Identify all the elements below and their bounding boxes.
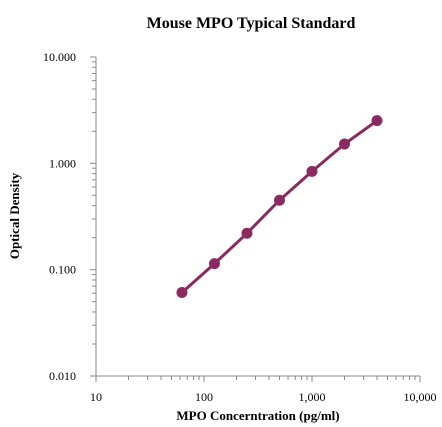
y-tick-label: 1.000: [49, 156, 76, 170]
data-point: [339, 138, 351, 150]
data-point: [176, 286, 188, 298]
series: [176, 115, 383, 298]
data-point: [273, 194, 285, 206]
y-axis-label: Optical Density: [7, 172, 22, 259]
y-tick-label: 0.100: [49, 263, 76, 277]
x-tick-label: 10,000: [404, 390, 437, 404]
x-tick-label: 1,000: [299, 390, 326, 404]
x-axis-label: MPO Concerntration (pg/ml): [176, 408, 339, 423]
x-tick-label: 100: [195, 390, 213, 404]
data-point: [208, 258, 220, 270]
x-tick-label: 10: [90, 390, 102, 404]
data-point: [371, 115, 383, 127]
y-tick-label: 0.010: [49, 369, 76, 383]
ticks: [90, 56, 421, 382]
chart-title: Mouse MPO Typical Standard: [147, 15, 356, 32]
axes: [95, 57, 420, 377]
data-point: [306, 165, 318, 177]
data-point: [241, 227, 253, 239]
tick-labels: 10 100 1,000 10,000 0.010 0.100 1.000 10.000: [43, 50, 437, 404]
y-tick-label: 10.000: [43, 50, 76, 64]
